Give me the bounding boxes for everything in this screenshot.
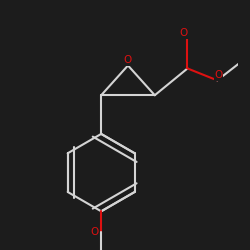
- Text: O: O: [124, 55, 132, 65]
- Text: O: O: [90, 227, 99, 237]
- Text: O: O: [214, 70, 223, 80]
- Text: O: O: [180, 28, 188, 38]
